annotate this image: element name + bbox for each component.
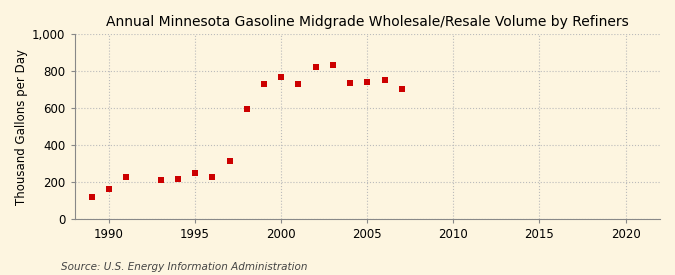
Point	[207, 175, 218, 179]
Point	[345, 81, 356, 86]
Point	[259, 82, 269, 86]
Point	[242, 107, 252, 111]
Point	[190, 170, 200, 175]
Text: Source: U.S. Energy Information Administration: Source: U.S. Energy Information Administ…	[61, 262, 307, 272]
Y-axis label: Thousand Gallons per Day: Thousand Gallons per Day	[15, 48, 28, 205]
Point	[103, 187, 114, 191]
Point	[379, 78, 390, 82]
Point	[362, 80, 373, 84]
Point	[276, 75, 287, 79]
Point	[155, 178, 166, 182]
Point	[121, 175, 132, 179]
Point	[310, 64, 321, 69]
Point	[173, 177, 184, 181]
Point	[396, 87, 407, 91]
Point	[327, 62, 338, 67]
Point	[293, 82, 304, 86]
Title: Annual Minnesota Gasoline Midgrade Wholesale/Resale Volume by Refiners: Annual Minnesota Gasoline Midgrade Whole…	[106, 15, 628, 29]
Point	[86, 194, 97, 199]
Point	[224, 158, 235, 163]
